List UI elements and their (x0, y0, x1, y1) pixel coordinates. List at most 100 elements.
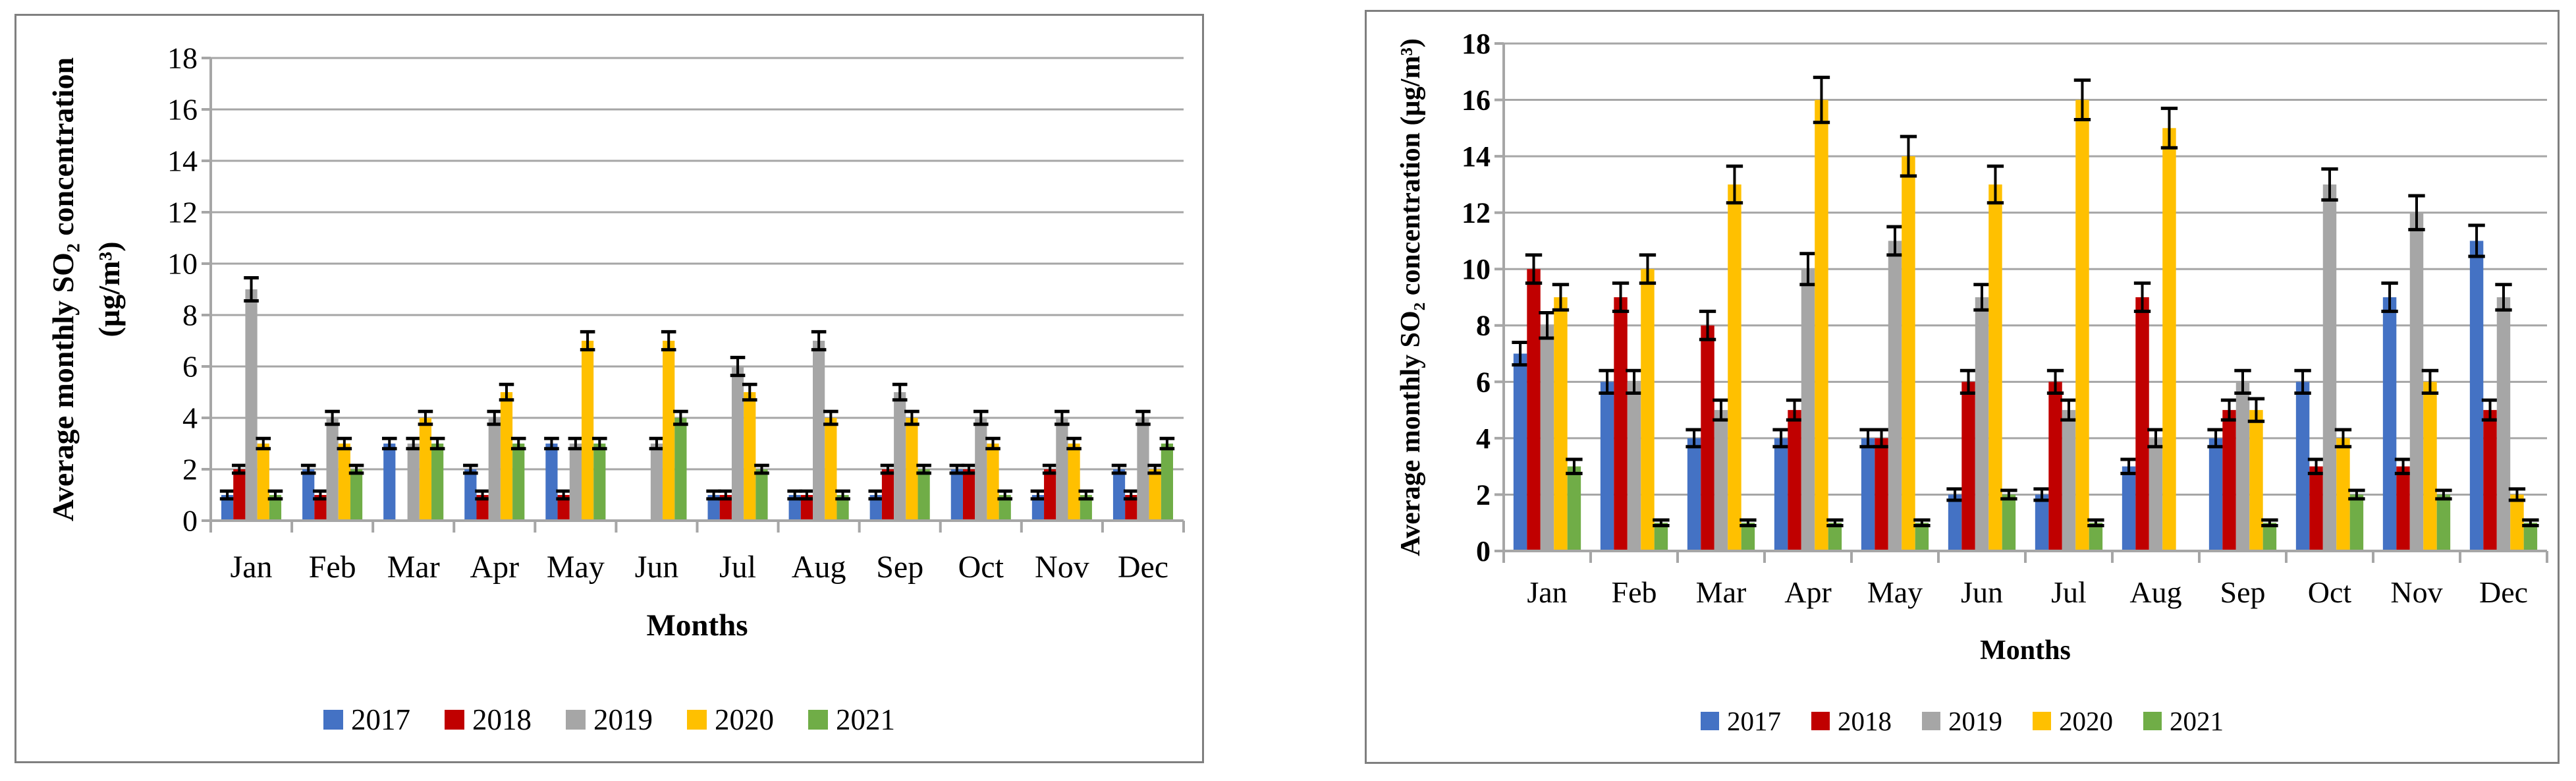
bar-2018-Oct (962, 469, 975, 521)
bar-2018-May (1875, 438, 1888, 551)
bar-2017-Aug (788, 495, 801, 521)
bar-2020-Oct (987, 444, 999, 521)
bar-2021-Apr (512, 444, 525, 521)
bar-2017-Jul (707, 495, 720, 521)
x-tick-label-Oct: Oct (2308, 575, 2352, 609)
bar-2021-Jun (674, 418, 687, 521)
bar-2017-May (545, 444, 558, 521)
x-tick-label-Mar: Mar (387, 550, 440, 585)
legend-swatch-2021 (2143, 712, 2162, 730)
x-axis-title: Months (646, 608, 748, 643)
bar-2017-Jun (1948, 494, 1962, 551)
x-tick-label-Jun: Jun (635, 550, 679, 585)
bar-2021-Aug (836, 495, 849, 521)
legend-swatch-2021 (808, 710, 828, 730)
bar-2020-Sep (2249, 410, 2263, 551)
legend-item-2019: 2019 (566, 703, 653, 737)
y-tick-label-4: 4 (182, 401, 198, 435)
legend-swatch-2020 (2033, 712, 2051, 730)
legend-item-2020: 2020 (687, 703, 774, 737)
x-tick-label-Dec: Dec (2479, 575, 2528, 609)
y-tick-label-12: 12 (1462, 197, 1491, 229)
bar-2021-Nov (2436, 494, 2451, 551)
y-tick-label-18: 18 (167, 42, 198, 75)
bar-2018-Aug (2135, 297, 2149, 551)
bar-2019-Oct (975, 418, 987, 521)
y-axis-title-line-2: (µg/m³) (92, 241, 126, 337)
bar-2021-Jul (755, 469, 768, 521)
x-tick-label-Jul: Jul (719, 550, 756, 585)
legend-item-2017: 2017 (323, 703, 410, 737)
x-tick-label-Jun: Jun (1961, 575, 2003, 609)
bar-2019-Nov (2409, 212, 2424, 552)
bar-2017-Sep (869, 495, 882, 521)
bar-2020-Mar (419, 418, 432, 521)
y-tick-label-10: 10 (1462, 253, 1491, 285)
bar-2020-Aug (825, 418, 837, 521)
bar-2017-Apr (1774, 438, 1788, 551)
bar-2019-Jan (1540, 325, 1554, 551)
bar-2019-Sep (894, 392, 906, 521)
legend-label-2018: 2018 (1838, 706, 1892, 736)
bar-2018-Dec (1125, 495, 1137, 521)
y-tick-label-0: 0 (1476, 535, 1491, 567)
bar-2018-Feb (314, 495, 327, 521)
bar-2019-Dec (2496, 297, 2511, 551)
bar-2020-Sep (906, 418, 918, 521)
y-tick-label-16: 16 (167, 93, 198, 127)
bar-2020-Feb (338, 444, 350, 521)
bar-2017-Oct (950, 469, 963, 521)
bar-2019-Mar (1714, 410, 1728, 551)
bar-2018-Jan (233, 469, 246, 521)
bar-2019-May (1888, 241, 1902, 551)
bar-2021-Jan (1567, 466, 1581, 551)
bar-2018-Nov (2396, 466, 2410, 551)
y-tick-label-16: 16 (1462, 84, 1491, 117)
bar-2021-Sep (918, 469, 930, 521)
bar-2021-Mar (431, 444, 444, 521)
legend-label-2017: 2017 (1727, 706, 1781, 736)
bar-2020-Aug (2162, 128, 2176, 552)
bar-2018-Apr (476, 495, 489, 521)
bar-2017-Nov (1031, 495, 1045, 521)
bar-2021-Feb (350, 469, 363, 521)
x-tick-label-Dec: Dec (1118, 550, 1168, 585)
x-tick-label-Sep: Sep (876, 550, 923, 585)
bar-2018-Jan (1527, 269, 1541, 551)
bar-2021-Dec (1161, 444, 1173, 521)
x-tick-label-Nov: Nov (1035, 550, 1089, 585)
legend-swatch-2019 (1922, 712, 1940, 730)
bar-2020-Jan (257, 444, 269, 521)
bar-2020-Jun (1988, 184, 2002, 551)
bar-2018-Sep (2222, 410, 2236, 551)
bar-2020-Feb (1641, 269, 1655, 551)
x-tick-label-May: May (547, 550, 605, 585)
bar-2017-Mar (1687, 438, 1701, 551)
y-tick-label-2: 2 (182, 453, 198, 486)
bar-2017-Mar (383, 444, 396, 521)
bar-2020-Apr (1815, 100, 1828, 552)
bar-2019-Nov (1056, 418, 1068, 521)
bar-2021-Apr (1828, 523, 1842, 551)
bar-2017-Aug (2122, 466, 2136, 551)
bar-2019-Dec (1137, 418, 1149, 521)
legend-label-2019: 2019 (1948, 706, 2002, 736)
bar-2019-Aug (2149, 438, 2163, 551)
legend-item-2019: 2019 (1922, 705, 2002, 737)
bar-2018-Dec (2483, 410, 2497, 551)
bar-2018-Jul (2048, 382, 2062, 551)
bar-2021-Jul (2089, 523, 2103, 551)
bar-2019-May (569, 444, 582, 521)
y-tick-label-4: 4 (1476, 422, 1491, 455)
bar-2018-Apr (1788, 410, 1801, 551)
bar-2017-Feb (1600, 382, 1614, 551)
bar-2019-Jun (1975, 297, 1989, 551)
y-tick-label-14: 14 (167, 144, 198, 178)
bar-2019-Jun (650, 444, 663, 521)
x-tick-label-Mar: Mar (1696, 575, 1747, 609)
y-tick-label-8: 8 (1476, 310, 1491, 342)
y-tick-label-6: 6 (182, 350, 198, 384)
legend-item-2020: 2020 (2033, 705, 2113, 737)
x-tick-label-Apr: Apr (1784, 575, 1832, 609)
